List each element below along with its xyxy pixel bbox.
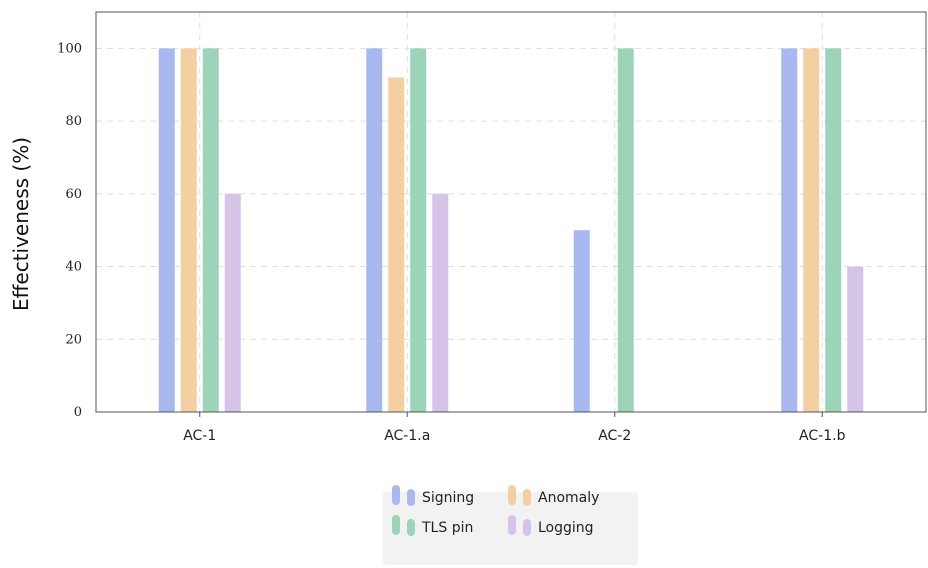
y-axis-label: Effectiveness (%) — [9, 137, 33, 311]
y-tick-label: 100 — [57, 41, 82, 56]
bar-anomaly-ac-1 — [180, 48, 197, 412]
bar-signing-ac-2 — [573, 230, 590, 412]
legend-swatch-signing — [392, 485, 400, 505]
y-tick-label: 0 — [74, 405, 82, 420]
bar-logging-ac-1b — [847, 266, 864, 412]
legend-swatch-logging-b — [523, 519, 531, 536]
x-axis-ticks: AC-1 AC-1.a AC-2 AC-1.b — [183, 412, 846, 444]
bar-anomaly-ac-1b — [803, 48, 820, 412]
legend-swatch-anomaly — [508, 485, 516, 505]
x-tick-label: AC-1 — [183, 428, 216, 444]
bar-tls-pin-ac-1 — [202, 48, 219, 412]
legend-label-logging: Logging — [538, 520, 594, 536]
bar-anomaly-ac-1a — [388, 77, 405, 413]
bar-tls-pin-ac-1a — [410, 48, 427, 412]
y-tick-label: 20 — [65, 332, 82, 347]
bar-logging-ac-1a — [432, 193, 449, 412]
legend: Signing Anomaly TLS pin Logging — [383, 485, 638, 565]
x-tick-label: AC-1.b — [799, 428, 846, 444]
legend-swatch-anomaly-b — [523, 489, 531, 506]
legend-swatch-signing-b — [407, 489, 415, 506]
bar-signing-ac-1a — [366, 48, 383, 412]
y-axis-ticks: 0 20 40 60 80 100 — [57, 41, 82, 420]
y-tick-label: 60 — [65, 187, 82, 202]
bar-logging-ac-1 — [224, 193, 241, 412]
x-tick-label: AC-2 — [598, 428, 631, 444]
plot-frame — [95, 11, 927, 413]
bar-signing-ac-1b — [781, 48, 798, 412]
bars-group — [158, 48, 864, 413]
legend-label-anomaly: Anomaly — [538, 490, 599, 506]
y-tick-label: 40 — [65, 260, 82, 275]
legend-swatch-tls-pin-b — [407, 519, 415, 536]
legend-swatch-tls-pin — [392, 515, 400, 535]
legend-label-signing: Signing — [422, 490, 474, 506]
grid-lines — [96, 12, 926, 412]
x-tick-label: AC-1.a — [384, 428, 430, 444]
legend-label-tls-pin: TLS pin — [421, 520, 473, 536]
legend-swatch-logging — [508, 515, 516, 535]
y-tick-label: 80 — [65, 114, 82, 129]
bar-signing-ac-1 — [158, 48, 175, 412]
bar-tls-pin-ac-1b — [825, 48, 842, 412]
bar-tls-pin-ac-2 — [617, 48, 634, 412]
